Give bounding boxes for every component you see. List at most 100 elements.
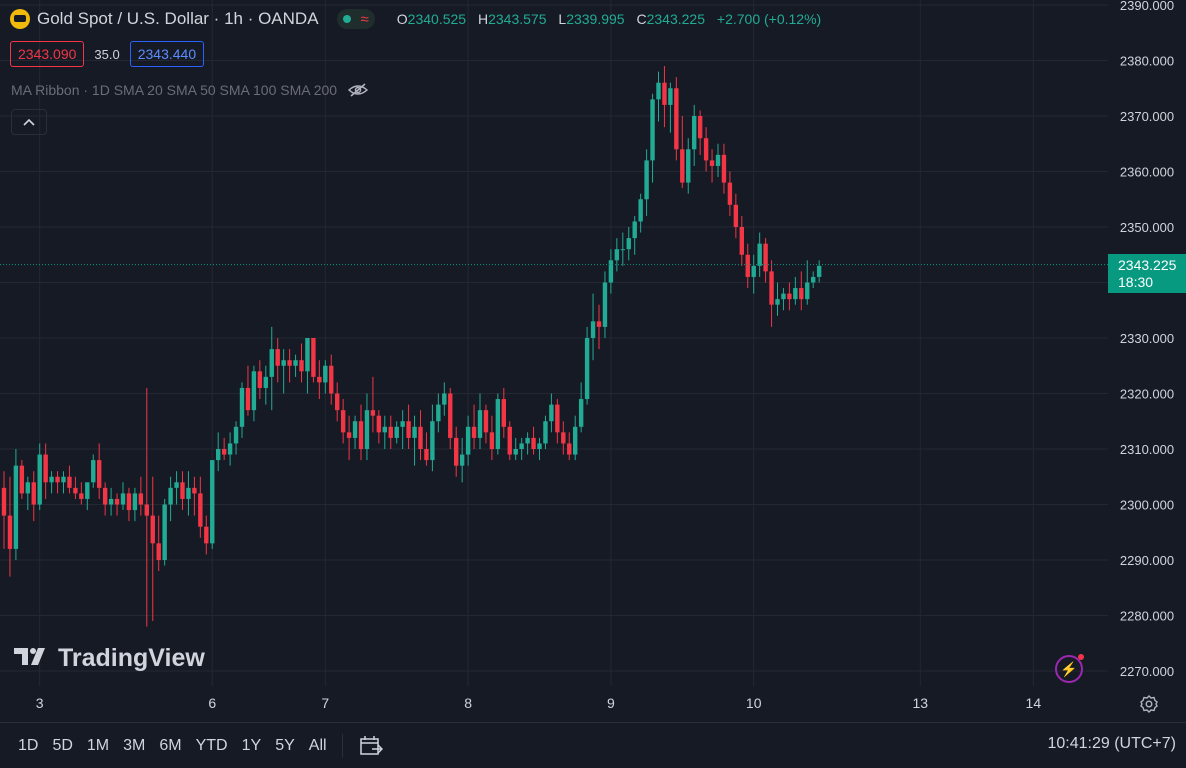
candle (680, 116, 685, 189)
range-1y[interactable]: 1Y (241, 736, 262, 754)
candle-body (257, 371, 263, 388)
candle-body (757, 243, 762, 266)
candle-body (245, 387, 251, 411)
candle-body (376, 415, 382, 433)
indicator-legend[interactable]: MA Ribbon · 1D SMA 20 SMA 50 SMA 100 SMA… (11, 82, 369, 98)
candle (49, 471, 54, 494)
range-ytd[interactable]: YTD (195, 736, 228, 754)
candle (418, 410, 423, 461)
candle (376, 410, 382, 444)
hide-indicator-icon[interactable] (347, 82, 369, 98)
range-all[interactable]: All (308, 736, 327, 754)
candle (751, 254, 756, 294)
sell-button[interactable]: 2343.090 (10, 41, 85, 67)
clock-timezone[interactable]: 10:41:29 (UTC+7) (1047, 735, 1176, 752)
candle-body (501, 399, 506, 427)
candle-body (73, 487, 78, 494)
time-axis[interactable]: 3 6 7 8 9 10 13 14 (36, 695, 1042, 711)
candle (507, 421, 512, 461)
data-status-icon: ≈ (360, 10, 369, 28)
price-tick-label: 2300.000 (1120, 498, 1174, 513)
candle (697, 110, 703, 155)
candle (465, 415, 471, 466)
symbol-title[interactable]: Gold Spot / U.S. Dollar · 1h · OANDA (37, 9, 319, 28)
buy-button[interactable]: 2343.440 (129, 41, 205, 67)
market-status-pill[interactable]: ≈ (336, 9, 375, 29)
candle (352, 415, 358, 449)
candle (25, 476, 30, 511)
price-tick-label: 2390.000 (1120, 0, 1174, 13)
range-1d[interactable]: 1D (18, 736, 39, 754)
candle-body (590, 321, 596, 338)
candle (192, 476, 197, 516)
candle (608, 249, 614, 294)
price-tick-label: 2270.000 (1120, 664, 1174, 679)
candle (745, 243, 750, 289)
candle-body (162, 504, 167, 560)
candle-body (489, 432, 495, 449)
candle-body (614, 249, 620, 261)
candle (769, 260, 774, 327)
candle (227, 432, 233, 466)
candle (233, 421, 239, 455)
tradingview-logo-icon (14, 645, 50, 673)
range-1m[interactable]: 1M (86, 736, 110, 754)
candle (781, 288, 786, 311)
range-3m[interactable]: 3M (123, 736, 146, 754)
candle (448, 387, 453, 449)
bar-countdown: 18:30 (1118, 274, 1154, 290)
tradingview-logo[interactable]: TradingView (14, 644, 205, 673)
candle (573, 415, 578, 461)
candle-body (697, 116, 703, 139)
candle-body (418, 426, 423, 449)
price-tick-label: 2290.000 (1120, 553, 1174, 568)
lightning-alert-icon[interactable]: ⚡ (1055, 654, 1084, 683)
candle-body (352, 421, 358, 438)
candle (799, 271, 804, 311)
candle (180, 471, 185, 511)
high-key: H (477, 11, 489, 27)
candle-body (531, 437, 536, 449)
candle-body (269, 349, 274, 377)
candle (79, 482, 84, 505)
range-5y[interactable]: 5Y (275, 736, 295, 754)
candle-body (644, 160, 649, 200)
candle-body (584, 338, 590, 400)
candle (709, 149, 715, 183)
candle (162, 498, 167, 566)
range-buttons: 1D 5D 1M 3M 6M YTD 1Y 5Y All (11, 737, 334, 755)
spread-value: 35.0 (94, 46, 120, 62)
low-value: 2339.995 (566, 11, 625, 27)
range-5d[interactable]: 5D (52, 736, 73, 754)
candle (394, 421, 399, 444)
candle-body (513, 449, 518, 455)
candle (150, 476, 155, 622)
candle-body (727, 182, 733, 205)
candle-body (156, 543, 161, 560)
candle (186, 471, 191, 516)
price-axis[interactable]: 2270.000 2280.000 2290.000 2300.000 2310.000… (1120, 0, 1174, 679)
range-6m[interactable]: 6M (159, 736, 182, 754)
candle (805, 260, 810, 305)
settings-gear-icon[interactable] (1139, 694, 1159, 714)
time-tick-label: 3 (36, 695, 44, 711)
collapse-legend-button[interactable] (11, 109, 47, 135)
candle-body (263, 376, 268, 388)
date-range-icon[interactable] (359, 735, 383, 757)
candle-body (49, 476, 54, 483)
price-tick-label: 2350.000 (1120, 220, 1174, 235)
candle-body (102, 487, 108, 505)
candle-body (561, 432, 566, 444)
candle-body (221, 449, 227, 455)
logo-text: TradingView (58, 644, 205, 672)
candle (668, 82, 673, 133)
candle-body (317, 376, 322, 383)
candle-body (733, 204, 739, 227)
candle (686, 138, 691, 194)
candle (555, 399, 560, 444)
candle-body (471, 426, 477, 438)
candle-body (680, 149, 685, 183)
candle-body (442, 393, 447, 405)
candle (323, 360, 328, 394)
